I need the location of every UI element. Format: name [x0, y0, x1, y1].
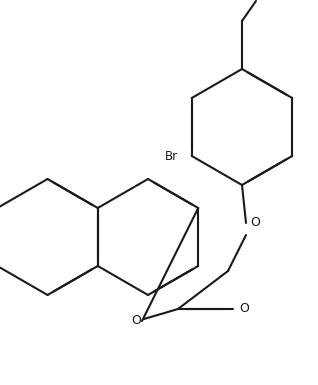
Text: Br: Br — [165, 149, 178, 162]
Text: O: O — [250, 216, 260, 229]
Text: O: O — [239, 303, 249, 315]
Text: O: O — [131, 315, 141, 328]
